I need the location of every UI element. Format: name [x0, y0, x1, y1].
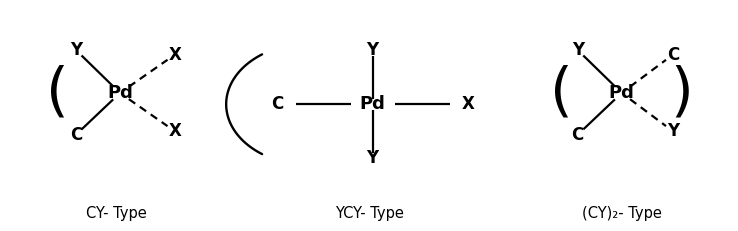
Text: (: (: [46, 64, 69, 122]
Text: C: C: [667, 46, 679, 64]
Text: ): ): [670, 64, 693, 122]
Text: C: C: [272, 95, 283, 113]
Text: Pd: Pd: [107, 84, 133, 102]
Text: Y: Y: [70, 41, 82, 59]
Text: Y: Y: [367, 41, 379, 59]
Text: C: C: [70, 126, 82, 144]
Text: YCY- Type: YCY- Type: [334, 207, 404, 222]
Text: CY- Type: CY- Type: [86, 207, 147, 222]
Text: Y: Y: [667, 122, 679, 140]
Text: (CY)₂- Type: (CY)₂- Type: [582, 207, 662, 222]
Text: (: (: [551, 64, 573, 122]
Text: Pd: Pd: [359, 95, 385, 113]
Text: C: C: [572, 126, 584, 144]
Text: X: X: [168, 46, 182, 64]
Text: Pd: Pd: [609, 84, 635, 102]
Text: X: X: [168, 122, 182, 140]
Text: Y: Y: [367, 149, 379, 167]
Text: Y: Y: [572, 41, 584, 59]
Text: X: X: [461, 95, 475, 113]
